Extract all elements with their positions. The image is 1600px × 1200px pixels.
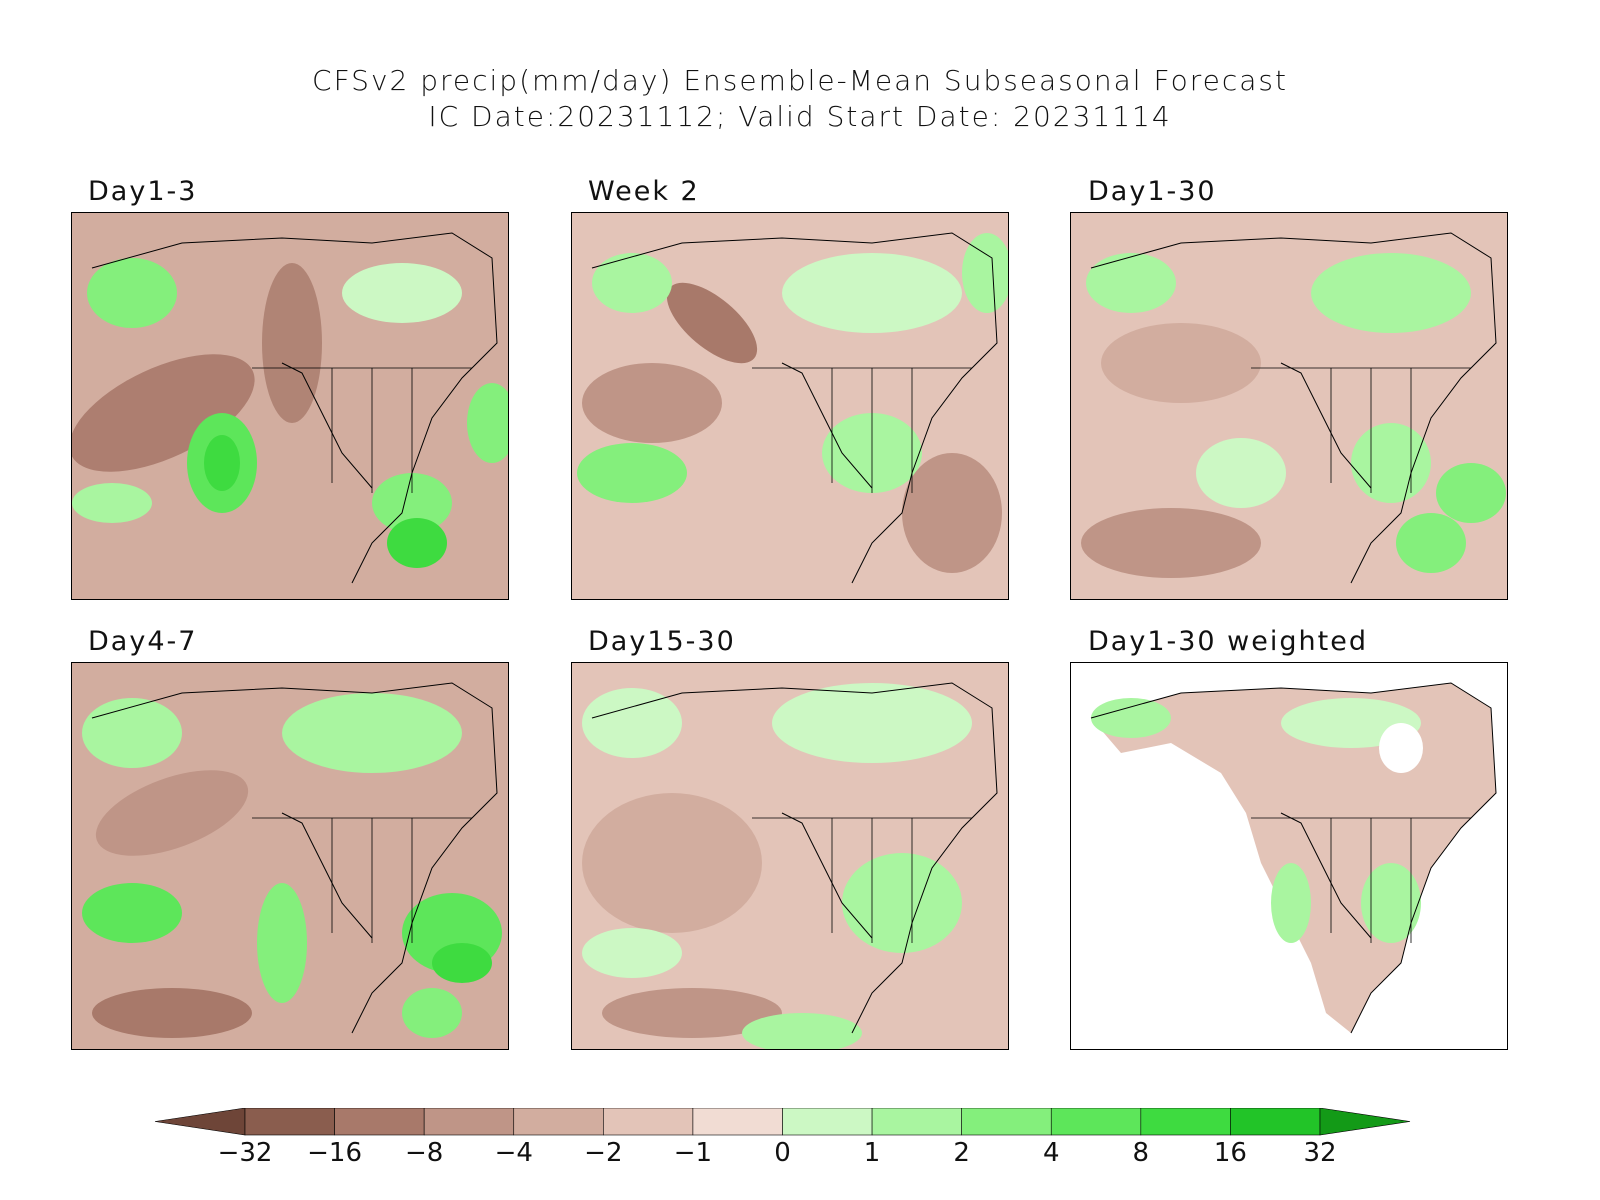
colorbar-tick-label: −8 [405,1138,443,1168]
colorbar-arrow-low [154,1108,246,1136]
colorbar-bin [1050,1108,1142,1136]
colorbar-bin [603,1108,694,1136]
colorbar-tick-label: 16 [1214,1138,1247,1168]
precip-colorbar: −32 −16 −8 −4 −2 −1 0 1 2 4 8 16 32 [154,1108,1411,1168]
colorbar-bin [692,1108,783,1136]
colorbar-tick-label: −2 [584,1138,622,1168]
colorbar-bin [782,1108,873,1136]
precip-map-week2 [572,213,1008,599]
colorbar-bin [1230,1108,1321,1136]
colorbar-bin [334,1108,425,1136]
panel-label-week2: Week 2 [588,176,700,207]
precip-map-day15-30 [572,663,1008,1049]
colorbar-bin [871,1108,962,1136]
precip-map-day1-30 [1071,213,1507,599]
colorbar-tick-label: 0 [774,1138,791,1168]
map-panel-day15-30 [571,662,1009,1050]
colorbar-tick-label: 1 [864,1138,881,1168]
colorbar-tick-label: −32 [218,1138,273,1168]
colorbar-tick-label: 8 [1133,1138,1150,1168]
figure-title-line1: CFSv2 precip(mm/day) Ensemble-Mean Subse… [312,64,1288,97]
colorbar-tick-label: 2 [953,1138,970,1168]
colorbar-tick-label: −16 [307,1138,362,1168]
colorbar-bin [423,1108,515,1136]
panel-label-day1-3: Day1-3 [88,176,198,207]
figure-title-line2: IC Date:20231112; Valid Start Date: 2023… [428,100,1172,133]
map-panel-day1-30 [1070,212,1508,600]
panel-label-day4-7: Day4-7 [88,626,198,657]
colorbar-bin [513,1108,604,1136]
map-panel-day1-3 [71,212,509,600]
colorbar-bin [961,1108,1052,1136]
panel-label-day1-30: Day1-30 [1088,176,1217,207]
colorbar-tick-label: 32 [1303,1138,1336,1168]
panel-label-day15-30: Day15-30 [588,626,736,657]
precip-map-day4-7 [72,663,508,1049]
colorbar-tick-label: −1 [674,1138,712,1168]
precip-map-day1-3 [72,213,508,599]
colorbar-bin [1140,1108,1231,1136]
map-panel-week2 [571,212,1009,600]
panel-label-day1-30-weighted: Day1-30 weighted [1088,626,1368,657]
map-panel-day4-7 [71,662,509,1050]
colorbar-arrow-high [1319,1108,1411,1136]
precip-map-day1-30-weighted [1071,663,1507,1049]
map-panel-day1-30-weighted [1070,662,1508,1050]
colorbar-tick-label: 4 [1043,1138,1060,1168]
colorbar-bin [244,1108,335,1136]
colorbar-tick-label: −4 [495,1138,533,1168]
